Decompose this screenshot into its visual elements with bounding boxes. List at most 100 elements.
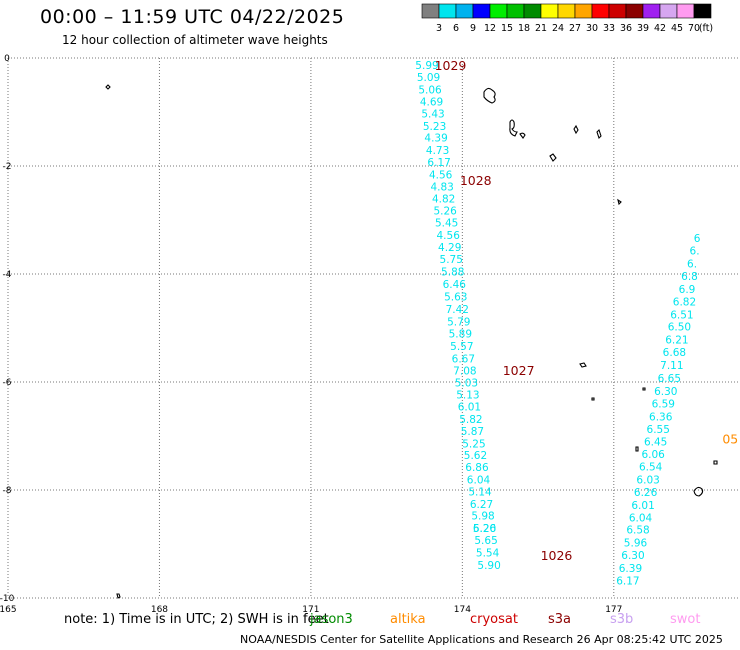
island-outline bbox=[635, 446, 639, 452]
y-tick-label: -8 bbox=[3, 486, 12, 496]
wave-height-value: 6.68 bbox=[663, 347, 686, 359]
wave-height-value: 6.20 bbox=[473, 523, 496, 535]
satellite-label-swot: swot bbox=[670, 612, 701, 627]
x-tick-label: 174 bbox=[454, 605, 471, 615]
wave-height-value: 4.69 bbox=[420, 97, 443, 109]
colorbar-unit: (ft) bbox=[699, 23, 713, 34]
wave-height-value: 6.54 bbox=[639, 462, 663, 474]
wave-height-value: 4.39 bbox=[424, 133, 447, 145]
colorbar-tick-label: 45 bbox=[671, 23, 683, 34]
island-outline bbox=[483, 87, 496, 104]
pressure-label: 1027 bbox=[503, 363, 535, 378]
colorbar-tick-label: 36 bbox=[620, 23, 632, 34]
satellite-label-s3a: s3a bbox=[548, 612, 572, 627]
wave-height-value: 6.17 bbox=[616, 576, 639, 588]
wave-height-value: 6.65 bbox=[658, 373, 681, 385]
wave-height-value: 6.82 bbox=[673, 296, 696, 308]
colorbar-tick-label: 42 bbox=[654, 23, 666, 34]
wave-height-value: 5.54 bbox=[476, 547, 500, 559]
island-outline bbox=[116, 593, 121, 599]
colorbar-tick-label: 39 bbox=[637, 23, 649, 34]
wave-height-value: 6.58 bbox=[626, 525, 649, 537]
x-tick-label: 165 bbox=[0, 605, 17, 615]
wave-height-value: 5.43 bbox=[421, 108, 444, 120]
wave-height-value: 5.25 bbox=[462, 438, 485, 450]
colorbar-tick-label: 30 bbox=[586, 23, 598, 34]
wave-height-value: 5.89 bbox=[449, 329, 472, 341]
wave-height-value: 5.90 bbox=[477, 560, 500, 572]
pressure-label: 1028 bbox=[460, 173, 492, 188]
wave-height-value: 6.39 bbox=[619, 563, 642, 575]
island-outline bbox=[549, 153, 557, 162]
wave-height-value: 5.75 bbox=[440, 254, 463, 266]
wave-height-value: 6.01 bbox=[631, 500, 654, 512]
colorbar-tick-label: 9 bbox=[470, 23, 476, 34]
wave-height-value: 5.88 bbox=[441, 267, 464, 279]
wave-height-value: 6.45 bbox=[644, 437, 667, 449]
wave-height-value: 4.73 bbox=[426, 145, 449, 157]
footer-note: note: 1) Time is in UTC; 2) SWH is in fe… bbox=[64, 612, 329, 627]
wave-height-value: 5.79 bbox=[447, 316, 470, 328]
wave-height-value: 5.03 bbox=[455, 377, 478, 389]
island-outline bbox=[693, 486, 704, 497]
wave-height-value: 4.82 bbox=[432, 194, 455, 206]
island-outline bbox=[596, 128, 602, 140]
wave-height-value: 6.17 bbox=[427, 157, 450, 169]
wave-height-value: 6.86 bbox=[465, 462, 489, 474]
wave-height-value: 6.50 bbox=[668, 322, 691, 334]
island-outline bbox=[713, 460, 718, 465]
island-outline bbox=[617, 198, 622, 206]
wave-height-value: 6. bbox=[687, 259, 697, 271]
wave-height-value: 7.08 bbox=[453, 365, 476, 377]
wave-height-value: 6.51 bbox=[670, 309, 693, 321]
x-tick-label: 171 bbox=[302, 605, 319, 615]
color-legend: 3 6 9 12 15 18 21 24 27 30 33 36 39 42 45 70(ft) bbox=[421, 3, 713, 34]
wave-height-value: 6.67 bbox=[452, 354, 475, 366]
wave-height-map: 165 168 171 174 1770-2-4-6-8-105.995.095.064… bbox=[0, 54, 740, 615]
colorbar-tick-label: 24 bbox=[552, 23, 564, 34]
wave-height-value: 5.99 bbox=[415, 60, 438, 72]
satellite-label-jason3: jason3 bbox=[310, 612, 353, 627]
wave-height-value: 5.98 bbox=[471, 511, 494, 523]
wave-height-value: 5.13 bbox=[456, 390, 479, 402]
wave-height-value: 5.57 bbox=[450, 341, 473, 353]
wave-height-value: 5.06 bbox=[418, 85, 442, 97]
wave-height-value: 5.23 bbox=[423, 121, 446, 133]
island-outline bbox=[579, 362, 587, 368]
wave-height-value: 5.96 bbox=[624, 538, 648, 550]
colorbar-tick-label: 70 bbox=[688, 23, 700, 34]
x-tick-label: 177 bbox=[605, 605, 622, 615]
y-tick-label: -10 bbox=[0, 594, 15, 604]
wave-height-value: 4.56 bbox=[437, 230, 461, 242]
wave-height-value: 7.11 bbox=[660, 360, 683, 372]
wave-height-value: 4.83 bbox=[430, 181, 453, 193]
wave-height-value: 5.14 bbox=[468, 486, 492, 498]
wave-height-value: 6 bbox=[694, 233, 701, 245]
wave-height-value: 5.87 bbox=[461, 426, 484, 438]
wave-height-value: 4.56 bbox=[429, 169, 453, 181]
wave-height-value: 6.30 bbox=[621, 550, 644, 562]
y-tick-label: -2 bbox=[3, 162, 12, 172]
wave-height-value: 6.9 bbox=[679, 284, 696, 296]
wave-height-value: 5.65 bbox=[474, 535, 497, 547]
colorbar-tick-label: 15 bbox=[501, 23, 513, 34]
colorbar-tick-label: 18 bbox=[518, 23, 530, 34]
wave-height-value: 6.36 bbox=[649, 411, 673, 423]
colorbar-tick-label: 3 bbox=[436, 23, 442, 34]
satellite-label-cryosat: cryosat bbox=[470, 612, 518, 627]
wave-height-value: 5.45 bbox=[435, 217, 458, 229]
wave-height-value: 6.01 bbox=[458, 402, 481, 414]
colorbar-tick-label: 21 bbox=[535, 23, 547, 34]
wave-height-value: 6.06 bbox=[641, 449, 665, 461]
wave-height-value: 5.26 bbox=[433, 206, 457, 218]
wave-height-value: 6.27 bbox=[470, 499, 493, 511]
pressure-label: 1029 bbox=[435, 58, 467, 73]
wave-height-value: 5.82 bbox=[459, 414, 482, 426]
wave-height-value: 6.8 bbox=[681, 271, 698, 283]
wave-height-value: 4.29 bbox=[438, 242, 461, 254]
wave-height-value: 5.26 bbox=[473, 523, 497, 535]
island-outline bbox=[591, 397, 595, 401]
y-tick-label: -4 bbox=[3, 270, 12, 280]
pressure-label: 1026 bbox=[541, 548, 573, 563]
colorbar-tick-label: 27 bbox=[569, 23, 581, 34]
